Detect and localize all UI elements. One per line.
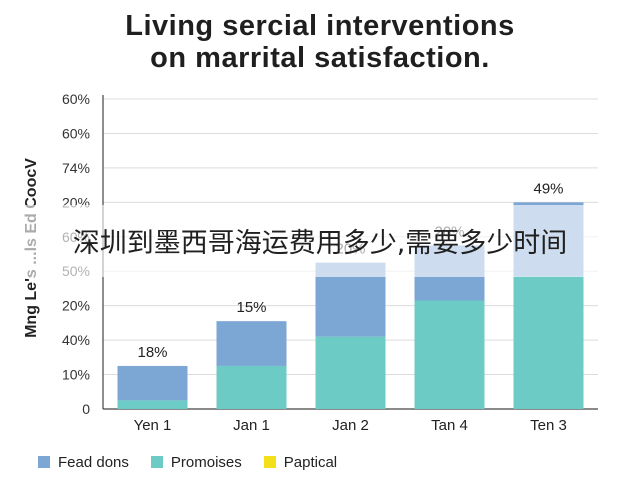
watermark-band (0, 205, 640, 277)
legend-label-promoises: Promoises (170, 453, 242, 471)
legend-item-fead-dons: Fead dons (38, 454, 129, 471)
y-tick-label: 10% (62, 367, 90, 383)
bar-segment-fead-dons (117, 365, 188, 401)
legend-swatch-paptical (263, 456, 276, 468)
y-tick-label: 74% (62, 160, 90, 176)
chart-legend: Fead dons Promoises Paptical (38, 452, 359, 472)
legend-item-paptical: Paptical (263, 453, 338, 471)
bar-segment-promoises (117, 400, 188, 409)
y-tick-label: 0 (82, 401, 90, 417)
watermark-text: 深圳到墨西哥海运费用多少,需要多少时间 (72, 228, 568, 259)
bar-data-label: 18% (137, 344, 167, 361)
x-tick-label: Yen 1 (134, 417, 172, 434)
bar-segment-fead-dons (216, 321, 287, 366)
bar-segment-promoises (216, 365, 287, 409)
chart-title-line-2: on marrital satisfaction. (150, 42, 490, 74)
bar-segment-promoises (513, 276, 584, 409)
y-tick-label: 40% (62, 332, 90, 348)
bar-data-label: 15% (236, 299, 266, 316)
chart-title-line-1: Living sercial interventions (125, 10, 515, 42)
bar-segment-promoises (414, 300, 485, 409)
x-tick-label: Tan 4 (431, 417, 468, 434)
chart-title: Living sercial interventions on marrital… (0, 10, 640, 74)
y-tick-label: 60% (62, 91, 90, 107)
bar-data-label: 49% (533, 180, 563, 197)
legend-swatch-fead-dons (38, 456, 50, 468)
bar-segment-promoises (315, 336, 386, 409)
legend-label-paptical: Paptical (283, 453, 338, 471)
legend-swatch-promoises (150, 456, 163, 468)
legend-item-promoises: Promoises (150, 453, 242, 471)
legend-label-fead-dons: Fead dons (58, 453, 129, 471)
y-tick-label: 20% (62, 298, 90, 314)
x-tick-label: Jan 1 (233, 417, 270, 434)
y-tick-label: 60% (62, 125, 90, 141)
x-tick-label: Ten 3 (530, 417, 567, 434)
x-tick-label: Jan 2 (332, 417, 369, 434)
